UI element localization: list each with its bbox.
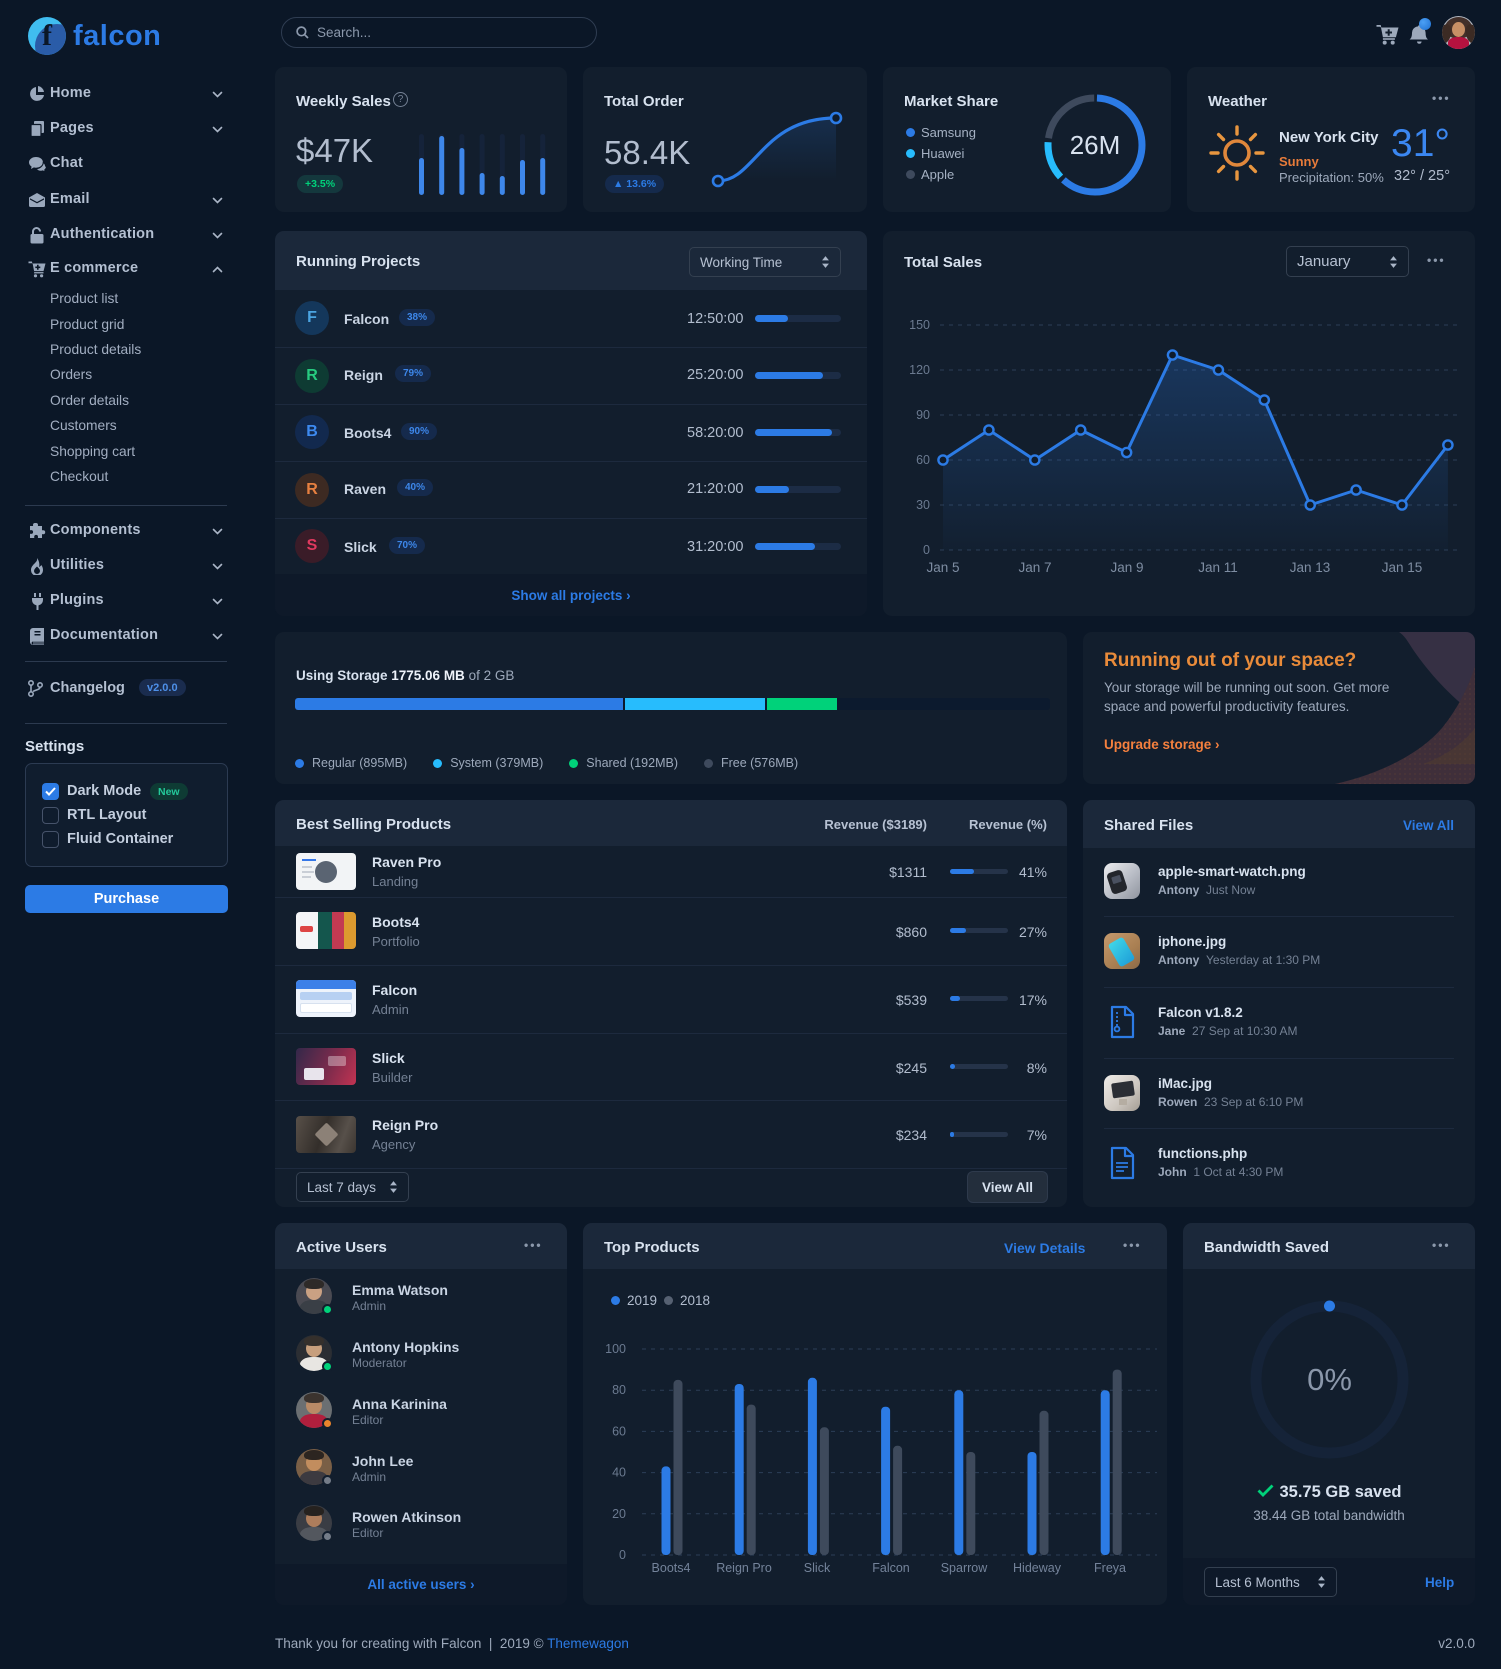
svg-text:Jan 5: Jan 5 bbox=[926, 560, 959, 575]
svg-text:30: 30 bbox=[916, 498, 930, 512]
svg-text:20: 20 bbox=[612, 1507, 626, 1521]
svg-text:Jan 15: Jan 15 bbox=[1382, 560, 1423, 575]
svg-text:Jan 11: Jan 11 bbox=[1198, 560, 1238, 575]
svg-text:Boots4: Boots4 bbox=[652, 1561, 691, 1575]
svg-text:80: 80 bbox=[612, 1383, 626, 1397]
svg-text:0: 0 bbox=[923, 543, 930, 557]
svg-text:Jan 7: Jan 7 bbox=[1018, 560, 1051, 575]
svg-text:Sparrow: Sparrow bbox=[941, 1561, 989, 1575]
svg-text:90: 90 bbox=[916, 408, 930, 422]
svg-text:150: 150 bbox=[909, 318, 930, 332]
svg-text:Jan 9: Jan 9 bbox=[1110, 560, 1143, 575]
svg-text:Hideway: Hideway bbox=[1013, 1561, 1062, 1575]
svg-text:0: 0 bbox=[619, 1548, 626, 1562]
svg-text:Slick: Slick bbox=[804, 1561, 831, 1575]
svg-text:Freya: Freya bbox=[1094, 1561, 1126, 1575]
svg-text:Reign Pro: Reign Pro bbox=[716, 1561, 772, 1575]
svg-text:0%: 0% bbox=[1307, 1362, 1352, 1397]
svg-text:40: 40 bbox=[612, 1466, 626, 1480]
svg-text:100: 100 bbox=[605, 1342, 626, 1356]
svg-text:Falcon: Falcon bbox=[872, 1561, 910, 1575]
svg-text:60: 60 bbox=[612, 1424, 626, 1438]
svg-text:Jan 13: Jan 13 bbox=[1290, 560, 1331, 575]
svg-text:26M: 26M bbox=[1070, 130, 1121, 160]
svg-text:60: 60 bbox=[916, 453, 930, 467]
svg-text:120: 120 bbox=[909, 363, 930, 377]
